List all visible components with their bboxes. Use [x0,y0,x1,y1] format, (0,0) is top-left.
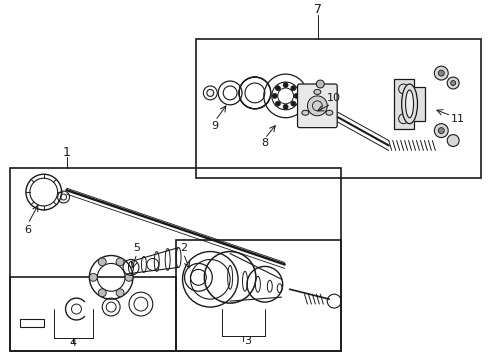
Ellipse shape [405,90,413,118]
Text: 5: 5 [133,243,140,253]
Circle shape [98,258,106,266]
Polygon shape [393,79,425,129]
Circle shape [307,96,326,116]
Bar [175,240,341,351]
Bar [10,277,175,351]
Ellipse shape [325,110,332,115]
Circle shape [116,258,124,266]
Circle shape [272,94,277,98]
Circle shape [437,128,443,134]
Circle shape [275,101,280,106]
Circle shape [283,104,287,109]
Circle shape [447,135,458,147]
Circle shape [125,273,133,281]
Text: 3: 3 [244,336,251,346]
Circle shape [283,82,287,87]
Circle shape [275,86,280,91]
Text: 9: 9 [211,121,218,131]
Text: 4: 4 [70,338,77,348]
Text: 11: 11 [450,114,464,124]
Circle shape [89,273,97,281]
Circle shape [290,101,295,106]
Circle shape [433,66,447,80]
Bar [20,319,43,327]
Circle shape [290,86,295,91]
Bar [10,168,341,351]
Text: 10: 10 [326,93,341,103]
FancyBboxPatch shape [297,84,337,128]
Ellipse shape [313,90,320,94]
Text: 7: 7 [314,3,322,16]
Circle shape [433,124,447,138]
Text: 8: 8 [261,139,268,148]
Text: 2: 2 [180,243,187,253]
Text: 1: 1 [62,146,70,159]
Text: 6: 6 [24,225,31,235]
Circle shape [447,77,458,89]
Bar [196,39,480,178]
Circle shape [293,94,299,98]
Circle shape [98,289,106,297]
Ellipse shape [401,84,417,124]
Circle shape [437,70,443,76]
Circle shape [316,80,324,88]
Circle shape [116,289,124,297]
Circle shape [450,81,455,85]
Ellipse shape [301,110,308,115]
